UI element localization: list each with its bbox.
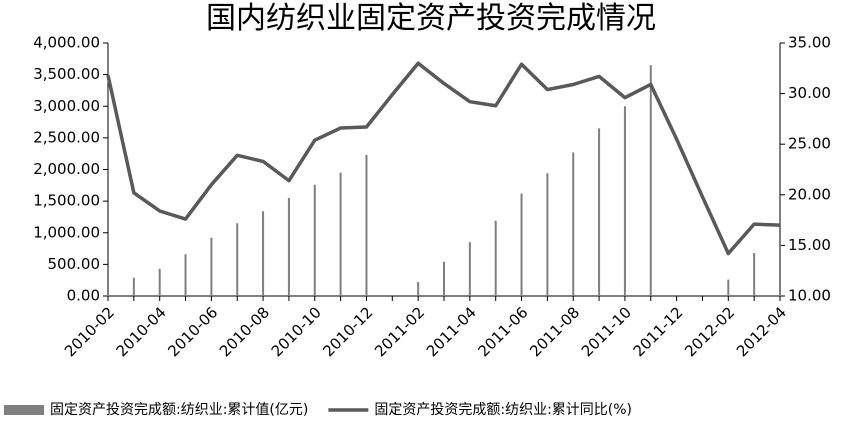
bar (649, 65, 652, 296)
y-tick-label: 1,500.00 (33, 192, 100, 210)
bar (262, 211, 265, 296)
bar (468, 242, 471, 296)
x-tick-label: 2011-04 (423, 303, 480, 360)
y-tick-label: 2,000.00 (33, 160, 100, 178)
bar (753, 252, 756, 296)
y2-tick-label: 35.00 (788, 34, 831, 52)
bar (779, 226, 781, 296)
x-tick-label: 2010-04 (113, 303, 170, 360)
x-tick-label: 2010-06 (164, 303, 221, 360)
legend-label: 固定资产投资完成额:纺织业:累计值(亿元) (50, 402, 308, 418)
y2-tick-label: 25.00 (788, 135, 831, 153)
bar (546, 173, 549, 296)
bar (339, 172, 342, 296)
y-tick-label: 1,000.00 (33, 223, 100, 241)
y-tick-label: 3,500.00 (33, 65, 100, 83)
bar (184, 254, 187, 296)
x-tick-label: 2010-02 (61, 303, 118, 360)
bar (598, 128, 601, 296)
bar (494, 220, 497, 296)
y-tick-label: 3,000.00 (33, 97, 100, 115)
bar (365, 154, 368, 296)
x-tick-label: 2011-10 (578, 303, 635, 360)
bar (520, 193, 523, 296)
y2-tick-label: 30.00 (788, 84, 831, 102)
y2-tick-label: 15.00 (788, 236, 831, 254)
x-tick-label: 2011-08 (526, 303, 583, 360)
bar (313, 184, 316, 296)
legend-label: 固定资产投资完成额:纺织业:累计同比(%) (374, 402, 632, 418)
bar (158, 268, 161, 296)
bar (623, 106, 626, 296)
x-tick-label: 2011-12 (630, 303, 687, 360)
x-tick-label: 2010-10 (268, 303, 325, 360)
bar (210, 237, 213, 296)
bar (236, 223, 239, 296)
bar (572, 152, 575, 296)
y-tick-label: 2,500.00 (33, 128, 100, 146)
x-tick-label: 2010-12 (319, 303, 376, 360)
y-tick-label: 0.00 (67, 287, 100, 305)
chart-title: 国内纺织业固定资产投资完成情况 (206, 1, 656, 36)
x-tick-label: 2011-06 (474, 303, 531, 360)
bar (287, 197, 290, 296)
y2-tick-label: 10.00 (788, 287, 831, 305)
x-tick-label: 2011-02 (371, 303, 428, 360)
y-tick-label: 4,000.00 (33, 34, 100, 52)
x-tick-label: 2012-02 (681, 303, 738, 360)
legend-swatch (4, 405, 44, 415)
y2-tick-label: 20.00 (788, 185, 831, 203)
bar (107, 289, 109, 296)
x-tick-label: 2010-08 (216, 303, 273, 360)
y-tick-label: 500.00 (48, 255, 101, 273)
x-tick-label: 2012-04 (733, 303, 790, 360)
bar (417, 282, 420, 296)
bar (132, 277, 135, 296)
line (106, 61, 781, 256)
bar (727, 279, 730, 296)
bar (443, 261, 445, 296)
